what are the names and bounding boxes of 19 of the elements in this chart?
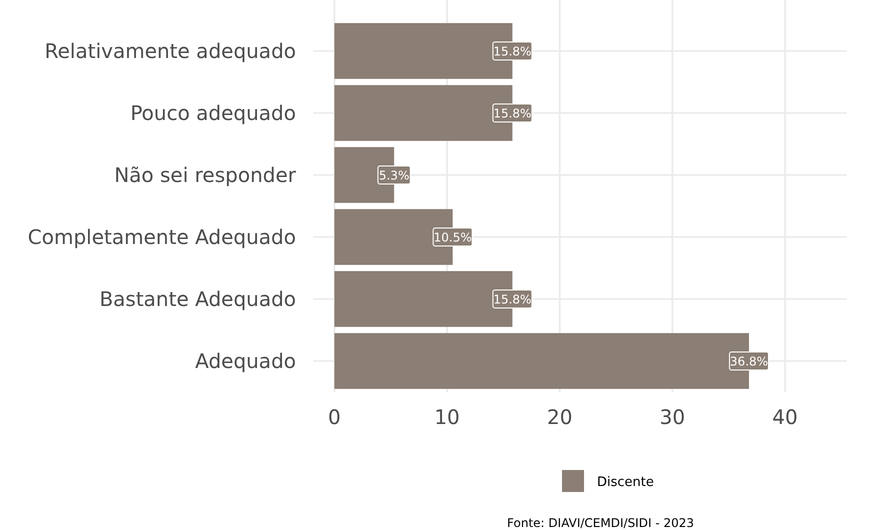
y-tick-label: Bastante Adequado — [99, 287, 296, 311]
legend-label: Discente — [597, 475, 654, 490]
data-label: 10.5% — [434, 230, 472, 244]
source-note: Fonte: DIAVI/CEMDI/SIDI - 2023 — [507, 516, 694, 530]
y-tick-label: Pouco adequado — [130, 101, 296, 125]
data-label: 15.8% — [493, 292, 532, 306]
y-tick-label: Não sei responder — [114, 163, 297, 187]
data-label: 15.8% — [493, 106, 532, 120]
x-tick-label: 10 — [434, 405, 460, 429]
data-label: 5.3% — [378, 168, 410, 182]
x-tick-label: 20 — [546, 405, 572, 429]
data-label: 36.8% — [730, 354, 768, 368]
x-tick-label: 40 — [772, 405, 798, 429]
y-tick-label: Adequado — [195, 349, 296, 373]
x-tick-label: 30 — [660, 405, 686, 429]
data-label: 15.8% — [493, 44, 532, 58]
y-tick-label: Relativamente adequado — [44, 39, 296, 63]
x-tick-label: 0 — [328, 405, 341, 429]
y-tick-label: Completamente Adequado — [28, 225, 296, 249]
